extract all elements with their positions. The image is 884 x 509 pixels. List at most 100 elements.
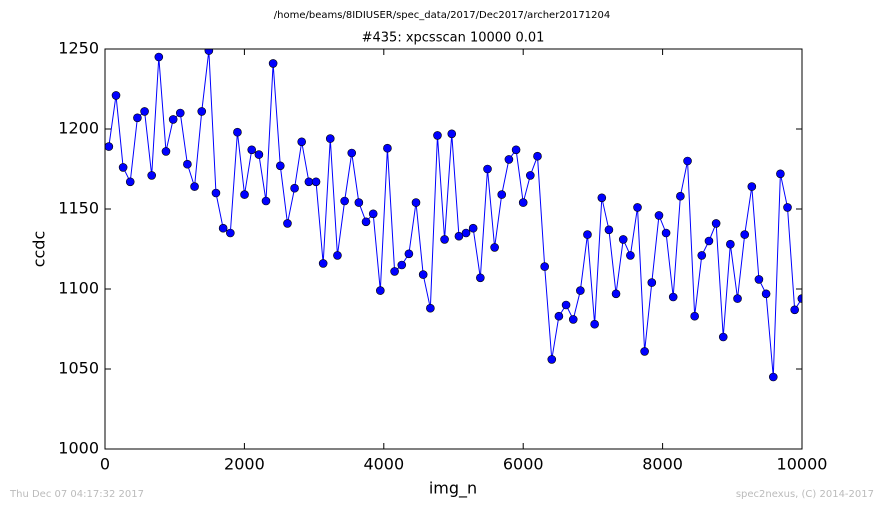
data-point <box>147 171 156 180</box>
data-point <box>304 177 314 187</box>
y-tick-label: 1200 <box>58 119 99 138</box>
data-point <box>576 286 585 295</box>
data-point <box>654 211 664 220</box>
data-point <box>226 228 235 238</box>
x-tick-label: 6000 <box>503 455 544 474</box>
data-point <box>690 311 699 321</box>
data-point <box>783 203 792 212</box>
data-point <box>175 108 185 118</box>
data-point <box>718 332 728 342</box>
data-point <box>497 190 507 199</box>
data-point <box>433 131 442 140</box>
data-point <box>125 177 135 187</box>
data-point <box>325 134 335 143</box>
data-point <box>747 182 757 191</box>
data-point <box>483 164 492 174</box>
data-point <box>368 209 378 219</box>
data-point <box>168 115 178 124</box>
data-point <box>611 289 621 299</box>
data-point <box>133 113 142 123</box>
data-point <box>647 278 657 287</box>
data-point <box>740 230 750 239</box>
x-tick-label: 0 <box>100 455 110 474</box>
data-point <box>197 107 207 116</box>
data-point <box>511 145 521 155</box>
footer-right: spec2nexus, (C) 2014-2017 <box>736 489 874 500</box>
data-point <box>105 142 114 151</box>
x-tick-label: 2000 <box>224 455 265 474</box>
data-point <box>340 196 349 206</box>
data-point <box>240 190 249 199</box>
data-point <box>347 148 357 158</box>
data-point <box>275 161 285 171</box>
footer-left: Thu Dec 07 04:17:32 2017 <box>9 489 144 500</box>
data-point <box>161 147 171 156</box>
data-point <box>633 203 642 212</box>
x-tick-label: 10000 <box>777 455 828 474</box>
data-point <box>704 236 714 246</box>
data-point <box>768 372 778 382</box>
data-point <box>711 219 721 228</box>
data-point <box>233 127 242 137</box>
data-point <box>404 249 414 259</box>
data-point <box>518 198 528 207</box>
y-tick-label: 1250 <box>58 39 99 58</box>
y-tick-label: 1050 <box>58 359 99 378</box>
data-point <box>440 235 449 244</box>
data-point <box>461 228 471 238</box>
data-point <box>190 182 199 191</box>
data-point <box>697 251 707 260</box>
data-point <box>261 196 271 206</box>
data-point <box>776 169 785 179</box>
data-point <box>590 319 599 329</box>
y-tick-label: 1000 <box>58 439 99 458</box>
data-line <box>108 50 802 378</box>
data-point <box>218 223 228 233</box>
chart-title: #435: xpcsscan 10000 0.01 <box>362 31 545 46</box>
data-point <box>397 260 407 270</box>
data-point <box>268 59 278 68</box>
data-point <box>533 151 542 161</box>
y-tick-label: 1100 <box>58 279 99 298</box>
data-point <box>618 235 628 244</box>
data-point <box>454 231 464 241</box>
data-point <box>668 292 678 302</box>
data-point <box>290 183 299 193</box>
plot-area <box>105 49 802 382</box>
data-point <box>604 225 614 235</box>
data-point <box>626 251 635 260</box>
data-point <box>561 300 571 310</box>
data-point <box>526 171 535 180</box>
data-point <box>183 159 192 169</box>
data-point <box>554 311 564 321</box>
x-tick-label: 4000 <box>363 455 404 474</box>
data-point <box>583 230 592 239</box>
data-point <box>211 188 221 198</box>
data-point <box>640 347 649 356</box>
data-point <box>140 107 149 116</box>
data-point <box>318 259 328 268</box>
data-point <box>790 305 799 315</box>
data-point <box>683 156 692 166</box>
data-point <box>504 155 514 164</box>
data-point <box>418 270 428 279</box>
data-point <box>118 163 128 172</box>
data-point <box>376 286 385 295</box>
data-point <box>111 91 121 100</box>
data-point <box>390 267 399 276</box>
data-point <box>490 243 499 252</box>
data-point <box>540 262 549 271</box>
data-point <box>254 150 264 159</box>
x-axis-label: img_n <box>429 479 477 499</box>
data-point <box>311 177 321 187</box>
y-tick-label: 1150 <box>58 199 99 218</box>
data-point <box>733 294 742 303</box>
axes-frame <box>104 48 803 450</box>
data-point <box>726 239 735 249</box>
data-point <box>568 315 578 324</box>
data-point <box>333 251 342 260</box>
data-point <box>761 289 771 299</box>
data-point <box>597 193 607 203</box>
data-point <box>547 355 557 364</box>
